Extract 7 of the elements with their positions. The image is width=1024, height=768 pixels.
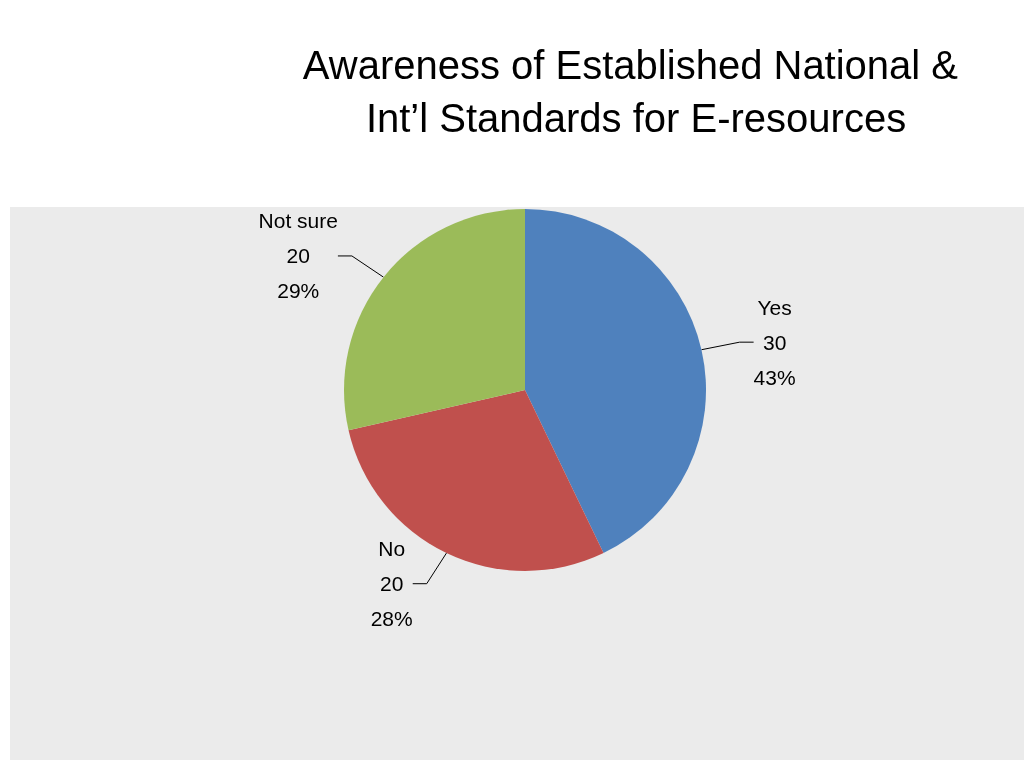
slice-label: No: [378, 537, 406, 561]
chart-title: Awareness of Established National & Int’l Standards for E-resources: [302, 42, 970, 140]
slice-label: Not sure: [258, 209, 338, 233]
data-label: 20 29%: [277, 244, 320, 303]
data-label: 20 28%: [370, 572, 413, 631]
data-label: 30 43%: [753, 330, 796, 389]
slice-label: Yes: [757, 295, 792, 319]
